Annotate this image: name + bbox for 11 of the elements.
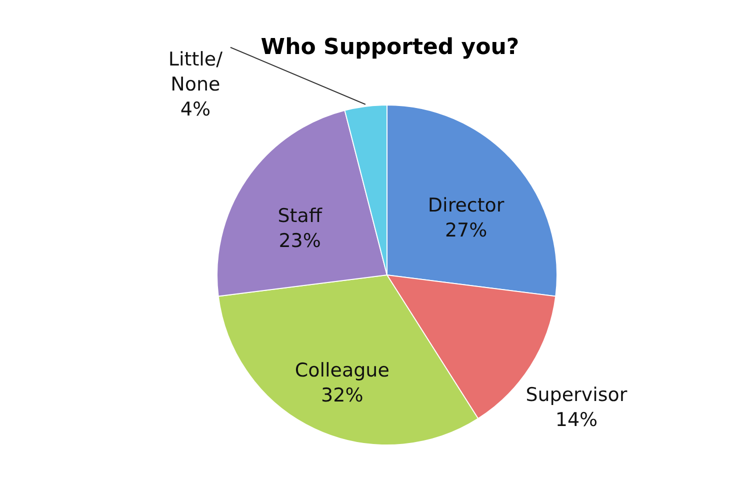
data-label: 4% (180, 98, 211, 120)
data-label: 32% (321, 384, 364, 406)
data-label: 14% (555, 409, 598, 432)
data-label: 27% (444, 219, 488, 242)
slice-label: Director (428, 194, 504, 216)
slice-label: Colleague (294, 359, 390, 382)
data-label: 23% (278, 230, 321, 252)
slice-label: Supervisor (526, 384, 628, 406)
slice-label: Little/ None (168, 48, 224, 96)
chart-title: Who Supported you? (260, 35, 520, 60)
slice-label: Staff (278, 204, 323, 227)
